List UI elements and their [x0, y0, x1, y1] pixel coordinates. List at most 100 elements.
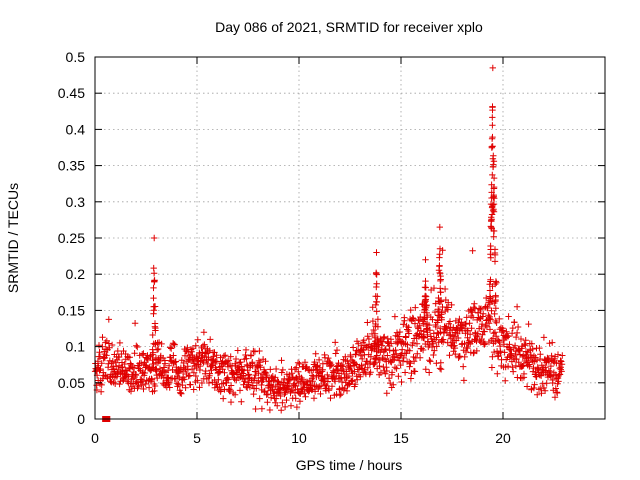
data-point	[116, 339, 124, 347]
data-point	[511, 342, 519, 349]
data-point	[506, 341, 513, 348]
data-point	[364, 319, 371, 326]
data-point	[402, 334, 410, 341]
data-point	[149, 357, 156, 364]
data-point	[391, 355, 398, 363]
data-point	[293, 403, 301, 411]
data-point	[297, 385, 305, 392]
data-point	[473, 347, 480, 355]
data-point	[434, 317, 442, 324]
data-point	[299, 386, 306, 393]
data-point	[225, 357, 232, 364]
data-point	[133, 342, 140, 349]
data-point	[192, 342, 199, 349]
y-axis-label: SRMTID / TECUs	[5, 183, 21, 293]
data-point	[352, 381, 359, 388]
data-point	[364, 333, 371, 340]
data-point	[409, 339, 417, 347]
data-point	[446, 318, 454, 325]
data-point	[373, 249, 380, 256]
data-point	[406, 363, 413, 370]
data-point	[460, 377, 468, 384]
data-point	[311, 358, 318, 366]
data-point	[492, 280, 499, 288]
data-point	[132, 371, 140, 379]
axis-ticks	[94, 56, 605, 420]
data-point	[151, 277, 158, 284]
data-point	[293, 364, 300, 371]
data-point	[395, 373, 402, 380]
data-point	[488, 307, 495, 314]
data-point	[97, 388, 105, 395]
data-point	[202, 367, 209, 375]
data-point	[511, 319, 518, 326]
data-point	[410, 358, 418, 365]
data-point	[489, 201, 497, 209]
data-point	[303, 363, 310, 370]
data-point	[559, 352, 566, 359]
data-point	[165, 362, 173, 369]
data-point	[515, 359, 522, 366]
data-point	[522, 337, 529, 344]
data-point	[317, 382, 325, 390]
data-point	[537, 351, 544, 358]
data-point	[309, 372, 316, 379]
data-point	[246, 383, 254, 391]
data-point	[149, 351, 156, 358]
data-point	[551, 394, 559, 401]
data-point	[490, 348, 498, 356]
y-tick-label: 0.45	[58, 85, 85, 101]
y-tick-label: 0.5	[66, 49, 86, 65]
y-tick-label: 0.1	[66, 339, 86, 355]
data-point	[491, 329, 499, 336]
data-point	[315, 356, 323, 364]
data-point	[451, 333, 458, 340]
data-point	[436, 223, 443, 231]
data-point	[196, 384, 203, 391]
data-point	[374, 293, 381, 300]
data-point	[392, 346, 399, 354]
data-point	[426, 357, 433, 364]
data-point	[180, 359, 187, 367]
data-point	[152, 327, 159, 334]
data-point	[370, 326, 377, 334]
data-point	[367, 369, 374, 376]
x-tick-label: 0	[91, 430, 99, 446]
data-point	[491, 310, 498, 318]
data-point	[193, 364, 200, 372]
data-point	[96, 367, 103, 374]
data-point	[223, 375, 231, 382]
data-point	[388, 369, 396, 376]
data-point	[149, 331, 156, 339]
data-point	[519, 363, 526, 370]
data-point	[318, 368, 326, 375]
data-point	[113, 363, 120, 370]
data-point	[384, 352, 391, 359]
data-point	[378, 342, 386, 349]
data-point	[152, 340, 159, 347]
data-point	[444, 339, 451, 346]
data-point	[272, 374, 279, 381]
data-point	[181, 376, 188, 383]
data-point	[393, 329, 401, 336]
data-point	[390, 381, 397, 388]
data-point	[488, 364, 496, 371]
data-point	[273, 395, 280, 402]
data-point	[386, 347, 393, 354]
data-point	[102, 339, 109, 346]
data-point	[554, 389, 561, 397]
data-point	[176, 367, 183, 375]
data-point	[540, 384, 548, 392]
data-point	[421, 315, 428, 323]
data-point	[393, 350, 400, 357]
data-point	[99, 334, 106, 341]
data-point	[385, 375, 393, 382]
data-point	[357, 373, 364, 380]
data-point	[186, 372, 193, 379]
data-point	[538, 372, 545, 379]
data-point	[292, 382, 299, 390]
data-point	[331, 378, 339, 385]
data-point	[423, 301, 430, 309]
data-point	[103, 352, 110, 359]
data-point	[319, 366, 326, 373]
